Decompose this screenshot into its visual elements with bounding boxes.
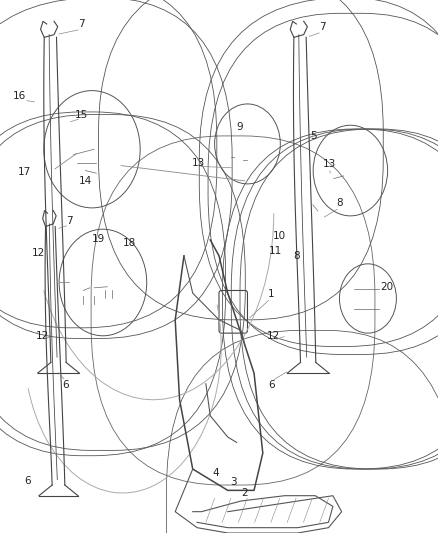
- Text: 7: 7: [78, 19, 85, 29]
- Text: 8: 8: [336, 198, 343, 207]
- Text: 14: 14: [79, 176, 92, 186]
- Text: 16: 16: [13, 91, 26, 101]
- Text: 6: 6: [24, 476, 31, 486]
- Text: 11: 11: [268, 246, 282, 255]
- Text: 7: 7: [318, 22, 325, 31]
- Text: 19: 19: [92, 234, 105, 244]
- Text: 15: 15: [74, 110, 88, 119]
- Text: 1: 1: [267, 289, 274, 299]
- Text: 2: 2: [241, 488, 248, 498]
- Text: 8: 8: [293, 251, 300, 261]
- Text: 13: 13: [323, 159, 336, 169]
- Text: 12: 12: [267, 331, 280, 341]
- Text: 18: 18: [123, 238, 136, 247]
- Text: 6: 6: [62, 380, 69, 390]
- Text: 9: 9: [237, 122, 244, 132]
- Text: 12: 12: [32, 248, 45, 258]
- Text: 7: 7: [66, 216, 73, 226]
- Text: 20: 20: [380, 282, 393, 292]
- Text: 6: 6: [268, 380, 275, 390]
- Text: 12: 12: [36, 331, 49, 341]
- Text: 13: 13: [191, 158, 205, 167]
- Text: 3: 3: [230, 478, 237, 487]
- Text: 10: 10: [273, 231, 286, 240]
- Text: 4: 4: [212, 469, 219, 478]
- Text: 5: 5: [310, 131, 317, 141]
- Text: 17: 17: [18, 167, 31, 176]
